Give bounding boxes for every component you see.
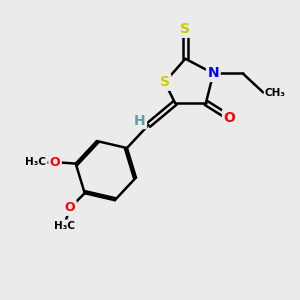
Text: H₃C: H₃C [26,157,46,167]
Text: H₃C: H₃C [54,220,75,231]
Text: H: H [134,114,146,128]
Text: CH₃: CH₃ [265,88,286,98]
Text: N: N [208,66,219,80]
Text: O: O [50,156,60,169]
Text: S: S [160,75,170,89]
Text: O: O [224,111,236,124]
Text: O: O [65,201,75,214]
Text: S: S [180,22,190,36]
